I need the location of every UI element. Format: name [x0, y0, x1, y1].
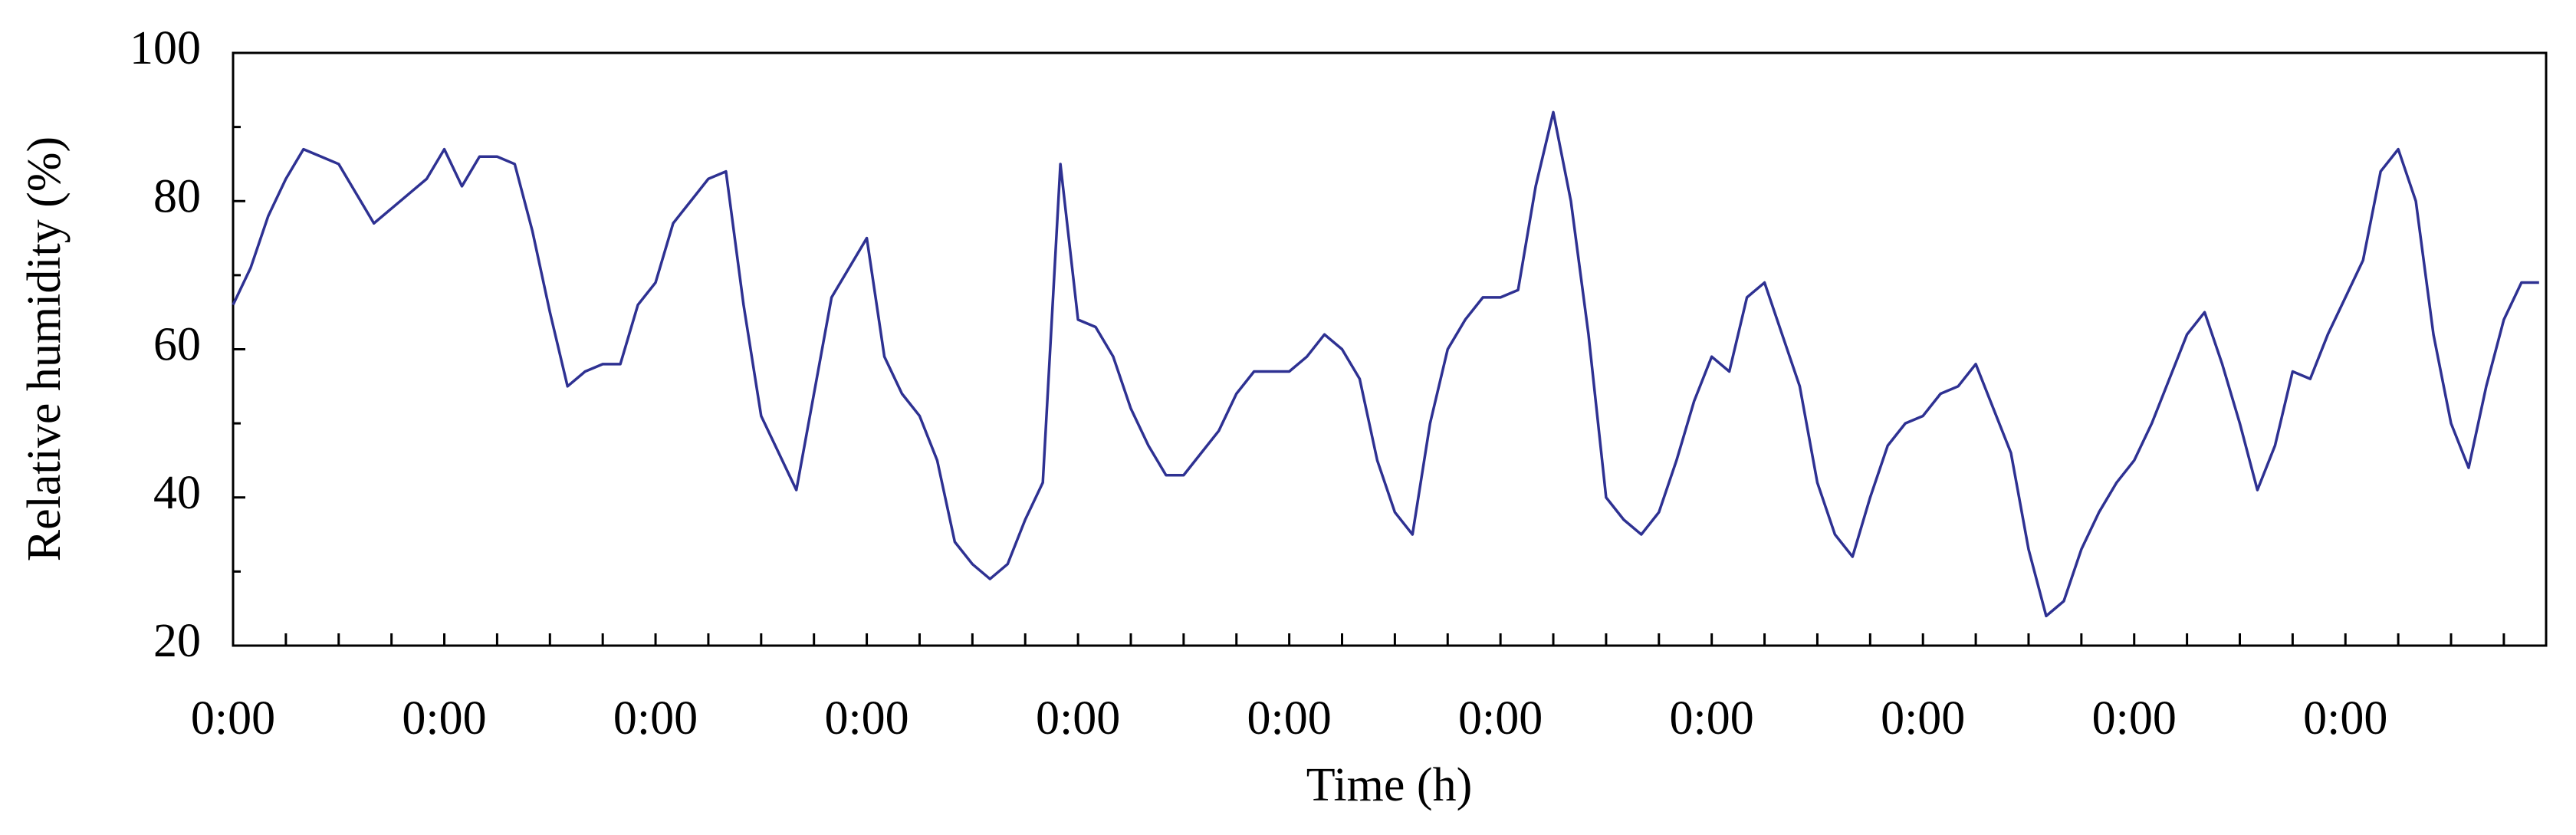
y-tick-label: 20 [153, 615, 201, 667]
x-tick-label: 0:00 [824, 692, 909, 745]
x-tick-label: 0:00 [1670, 692, 1754, 745]
x-tick-label: 0:00 [2092, 692, 2177, 745]
x-tick-label: 0:00 [402, 692, 486, 745]
y-tick-label: 40 [153, 467, 201, 519]
plot-frame [232, 51, 2548, 647]
x-axis-title: Time (h) [1306, 759, 1472, 811]
x-tick-label: 0:00 [2303, 692, 2387, 745]
y-tick-label: 80 [153, 170, 201, 222]
y-axis-title: Relative humidity (%) [18, 136, 71, 561]
x-tick-label: 0:00 [613, 692, 698, 745]
x-tick-label: 0:00 [1458, 692, 1543, 745]
x-tick-label: 0:00 [191, 692, 275, 745]
x-tick-label: 0:00 [1036, 692, 1120, 745]
x-tick-label: 0:00 [1247, 692, 1332, 745]
y-tick-label: 60 [153, 319, 201, 371]
y-tick-label: 100 [130, 22, 201, 74]
data-line [232, 110, 2539, 618]
x-tick-label: 0:00 [1881, 692, 1965, 745]
